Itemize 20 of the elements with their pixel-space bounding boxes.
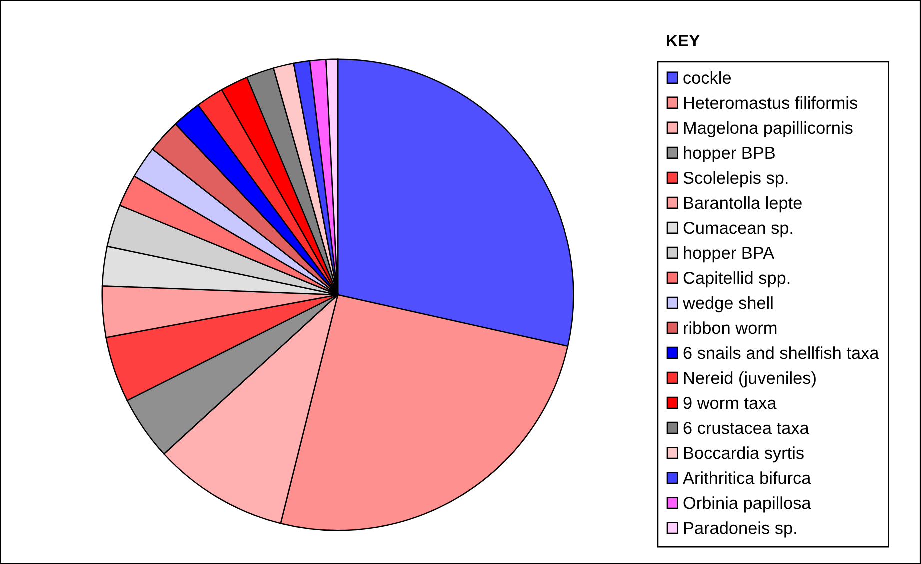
legend-label: Magelona papillicornis — [684, 121, 853, 138]
legend-label: 6 crustacea taxa — [684, 422, 810, 434]
legend-label: Nereid (juveniles) — [684, 372, 816, 388]
legend-label: 9 worm taxa — [684, 397, 777, 410]
legend-label: Paradoneis sp. — [684, 522, 796, 538]
legend-label: Boccardia syrtis — [684, 446, 804, 463]
legend-label: Arithritica bifurca — [683, 472, 812, 484]
legend-label: Barantolla lepte — [684, 196, 802, 213]
legend-label: cockle — [684, 71, 732, 84]
legend-label: hopper BPB — [684, 146, 775, 163]
legend-label: Cumacean sp. — [684, 222, 792, 238]
legend-label: Capitellid spp. — [684, 272, 790, 288]
legend-label: wedge shell — [682, 296, 773, 313]
legend-label: ribbon worm — [684, 322, 777, 334]
legend-label: Heteromastus filiformis — [684, 96, 858, 110]
legend-label: Scolelepis sp. — [684, 172, 788, 188]
legend-label: Orbinia papillosa — [684, 496, 812, 513]
legend-title: KEY — [667, 35, 700, 47]
legend-label: hopper BPA — [684, 246, 775, 263]
legend-label: 6 snails and shellfish taxa — [684, 346, 880, 360]
